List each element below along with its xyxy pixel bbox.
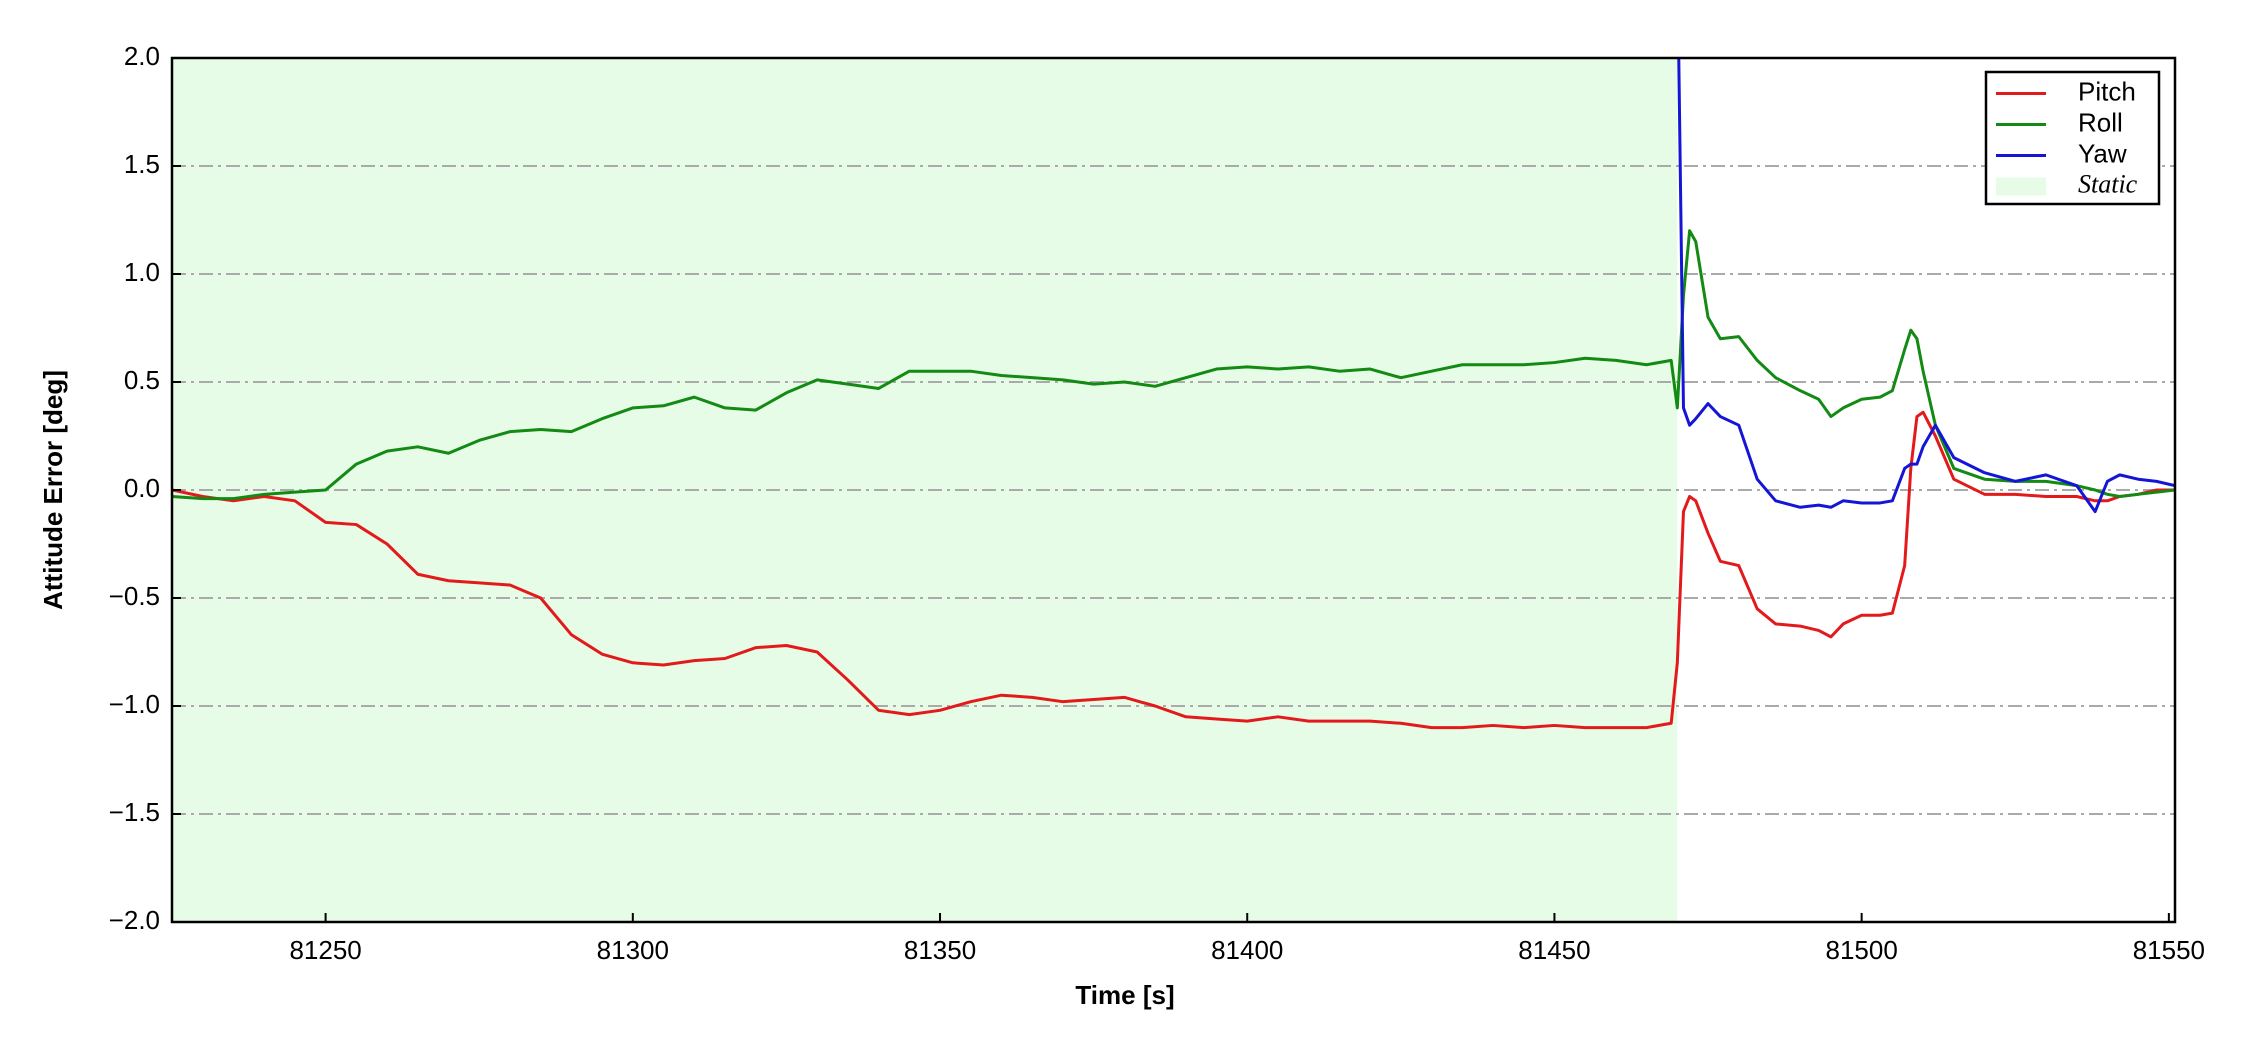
- legend-label: Static: [2078, 169, 2138, 198]
- x-tick-label: 81350: [904, 935, 976, 965]
- y-tick-label: 0.5: [124, 365, 160, 395]
- x-tick-label: 81400: [1211, 935, 1283, 965]
- y-tick-label: 1.0: [124, 257, 160, 287]
- legend-label: Yaw: [2078, 138, 2127, 168]
- x-tick-label: 81550: [2133, 935, 2205, 965]
- y-tick-label: −2.0: [109, 905, 160, 935]
- x-tick-label: 81450: [1518, 935, 1590, 965]
- legend-swatch: [1996, 177, 2046, 196]
- legend-label: Pitch: [2078, 76, 2136, 106]
- x-tick-label: 81300: [597, 935, 669, 965]
- y-tick-label: 0.0: [124, 473, 160, 503]
- series-line: [172, 229, 2175, 501]
- lines-layer: [172, 58, 2175, 730]
- y-tick-label: −1.5: [109, 797, 160, 827]
- y-tick-label: −1.0: [109, 689, 160, 719]
- series-line: [172, 410, 2175, 730]
- y-axis-label: Attitude Error [deg]: [38, 370, 68, 610]
- x-axis-label: Time [s]: [1075, 980, 1174, 1010]
- legend-label: Roll: [2078, 107, 2123, 137]
- y-tick-label: 1.5: [124, 149, 160, 179]
- series-line: [1677, 58, 2175, 514]
- x-tick-label: 81500: [1825, 935, 1897, 965]
- x-tick-label: 81250: [289, 935, 361, 965]
- axes-layer: −2.0 −1.5 −1.0 −0.5 0.0 0.5 1.0 1.5 2.0 81250 8130…: [109, 41, 2205, 965]
- y-tick-label: −0.5: [109, 581, 160, 611]
- y-tick-label: 2.0: [124, 41, 160, 71]
